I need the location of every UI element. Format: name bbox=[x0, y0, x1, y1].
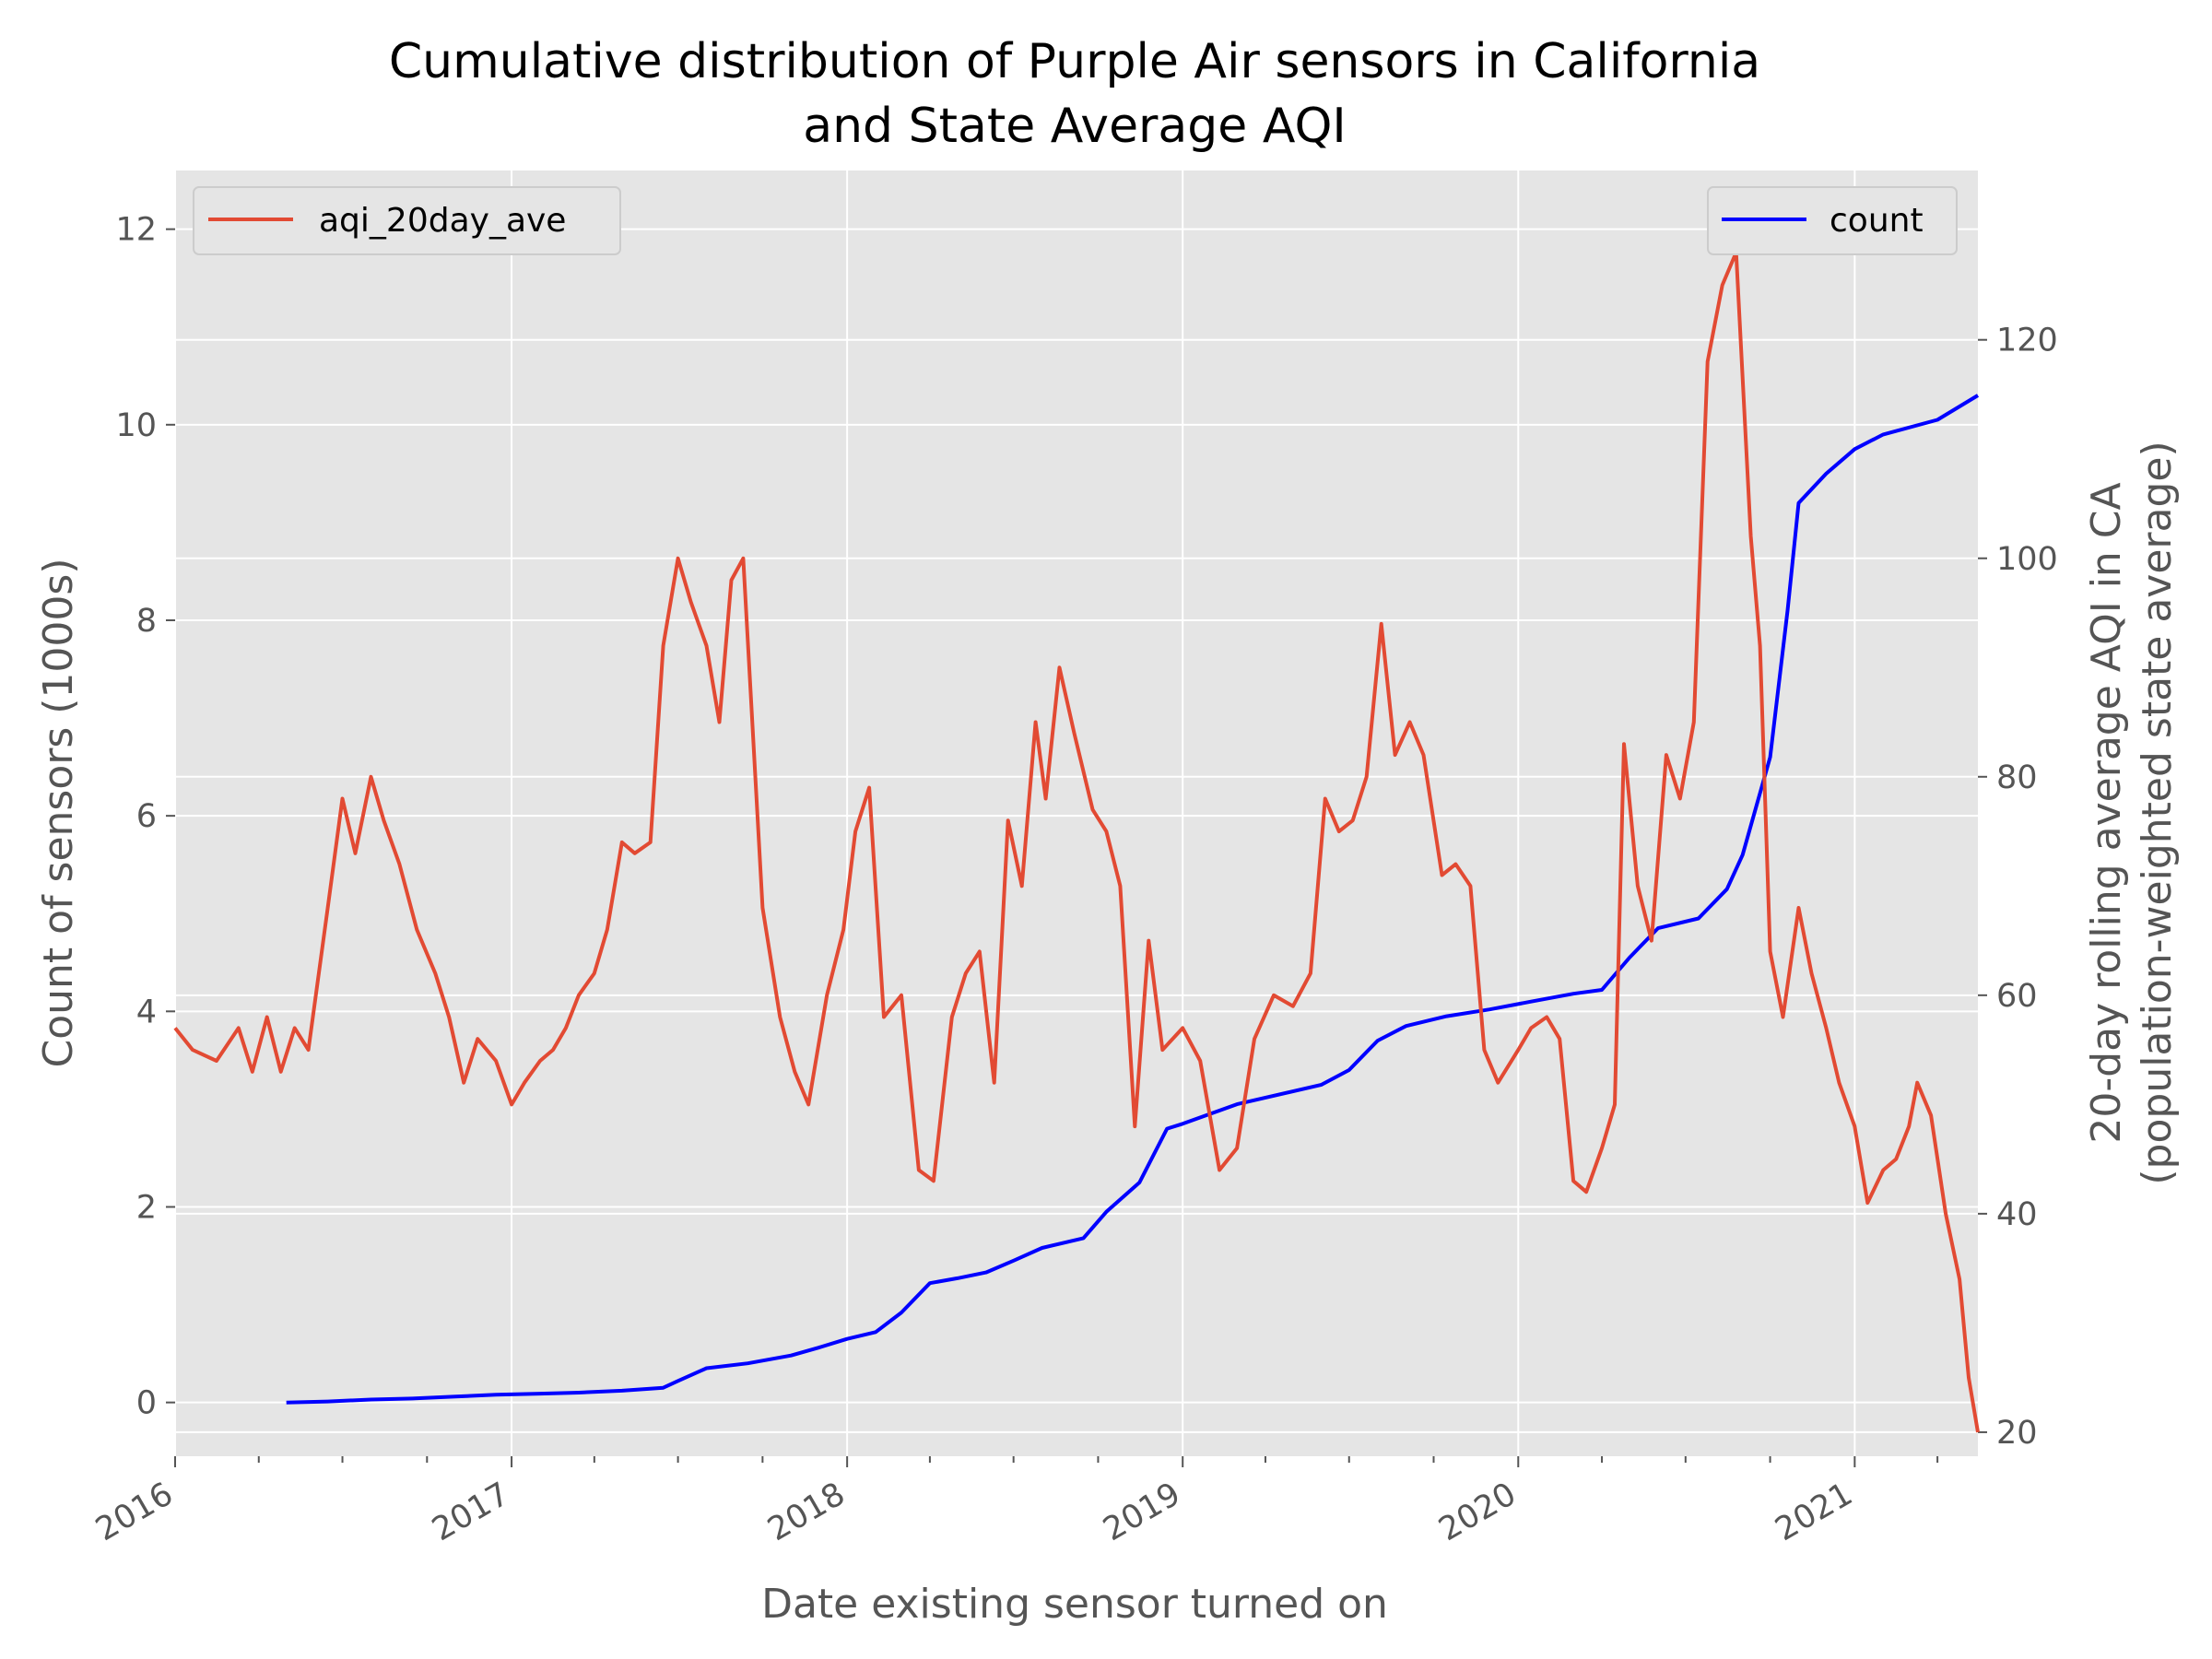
gridlines bbox=[174, 171, 1978, 1456]
y-tick-label-left-1: 2 bbox=[136, 1189, 157, 1226]
y-axis-left-label: Count of sensors (1000s) bbox=[35, 558, 82, 1067]
y-tick-label-right-0: 20 bbox=[1996, 1415, 2038, 1452]
y-axis-right-label-line2: (population-weighted state average) bbox=[2134, 441, 2181, 1184]
y-tick-label-right-1: 40 bbox=[1996, 1196, 2038, 1233]
legend-right-box bbox=[1707, 186, 1958, 255]
plot-background bbox=[175, 171, 1978, 1456]
aqi-line bbox=[173, 250, 1980, 1433]
y-tick-label-right-5: 120 bbox=[1996, 323, 2058, 359]
y-tick-label-left-5: 10 bbox=[115, 407, 157, 444]
y-tick-label-right-2: 60 bbox=[1996, 978, 2038, 1015]
x-tick-label-0: 2016 bbox=[89, 1476, 179, 1548]
legend-right: count bbox=[1707, 186, 1958, 255]
y-tick-label-right-3: 80 bbox=[1996, 759, 2038, 796]
y-tick-label-left-6: 12 bbox=[115, 212, 157, 249]
x-tick-label-3: 2019 bbox=[1098, 1476, 1187, 1548]
y-tick-label-left-2: 4 bbox=[136, 994, 157, 1030]
count-series bbox=[286, 394, 1980, 1405]
x-tick-label-4: 2020 bbox=[1433, 1476, 1523, 1548]
y-tick-label-left-3: 6 bbox=[136, 798, 157, 835]
legend-left-box bbox=[193, 186, 621, 255]
y-tick-label-right-4: 100 bbox=[1996, 541, 2058, 578]
y-axis-right-label-line1: 20-day rolling average AQI in CA bbox=[2083, 482, 2130, 1143]
y-tick-label-left-4: 8 bbox=[136, 603, 157, 640]
aqi-series bbox=[173, 250, 1980, 1433]
legend-label-aqi: aqi_20day_ave bbox=[319, 202, 566, 240]
chart-title-line1: Cumulative distribution of Purple Air se… bbox=[389, 34, 1760, 89]
chart-title-line2: and State Average AQI bbox=[803, 99, 1347, 154]
x-tick-label-2: 2018 bbox=[761, 1476, 851, 1548]
x-tick-label-1: 2017 bbox=[426, 1476, 515, 1548]
x-tick-label-5: 2021 bbox=[1770, 1476, 1859, 1548]
count-line bbox=[286, 394, 1980, 1405]
legend-left: aqi_20day_ave bbox=[193, 186, 621, 255]
x-axis-label: Date existing sensor turned on bbox=[761, 1581, 1388, 1628]
legend-label-count: count bbox=[1830, 202, 1924, 240]
y-tick-label-left-0: 0 bbox=[136, 1385, 157, 1422]
